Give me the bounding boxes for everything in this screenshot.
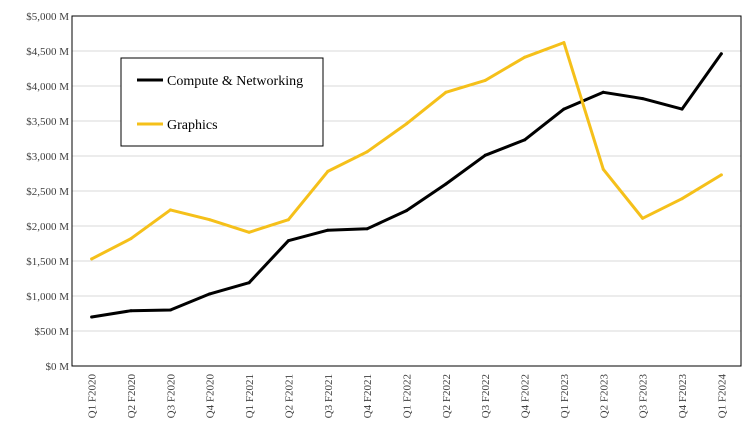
data-point-compute-networking (601, 90, 605, 94)
x-tick-label: Q1 F2024 (716, 374, 728, 419)
y-tick-label: $2,500 M (26, 186, 69, 198)
data-point-graphics (326, 169, 330, 173)
x-tick-label: Q4 F2022 (520, 374, 532, 418)
data-point-graphics (680, 197, 684, 201)
data-point-graphics (247, 230, 251, 234)
x-tick-label: Q1 F2021 (244, 374, 256, 418)
legend-box (120, 57, 324, 147)
x-tick-label: Q3 F2023 (638, 374, 650, 419)
data-point-graphics (208, 218, 212, 222)
data-point-graphics (444, 90, 448, 94)
x-tick-label: Q3 F2021 (323, 374, 335, 418)
legend-label-compute-networking: Compute & Networking (167, 74, 303, 89)
y-tick-label: $500 M (34, 326, 69, 338)
data-point-compute-networking (129, 309, 133, 313)
x-tick-label: Q2 F2021 (283, 374, 295, 418)
data-point-compute-networking (483, 153, 487, 157)
data-point-compute-networking (365, 227, 369, 231)
series-lines (90, 41, 723, 319)
data-point-compute-networking (208, 292, 212, 296)
data-point-compute-networking (719, 52, 723, 56)
data-point-graphics (601, 167, 605, 171)
x-tick-label: Q2 F2023 (598, 374, 610, 419)
y-tick-label: $1,000 M (26, 291, 69, 303)
data-point-graphics (719, 173, 723, 177)
y-tick-label: $2,000 M (26, 221, 69, 233)
data-point-graphics (405, 122, 408, 126)
data-point-graphics (365, 150, 369, 154)
data-point-compute-networking (405, 209, 408, 213)
x-tick-label: Q1 F2020 (87, 374, 99, 419)
x-tick-label: Q1 F2022 (402, 374, 414, 418)
data-point-compute-networking (523, 138, 527, 142)
data-point-compute-networking (444, 182, 448, 186)
data-point-graphics (483, 78, 487, 82)
y-tick-label: $3,500 M (26, 116, 69, 128)
y-tick-label: $3,000 M (26, 151, 69, 163)
x-tick-label: Q3 F2022 (480, 374, 492, 418)
x-tick-label: Q3 F2020 (165, 374, 177, 419)
data-point-graphics (90, 257, 94, 261)
data-point-graphics (286, 218, 290, 222)
data-point-graphics (641, 216, 645, 220)
data-point-graphics (129, 237, 133, 241)
data-point-compute-networking (286, 239, 290, 243)
x-tick-label: Q4 F2023 (677, 374, 689, 419)
data-point-graphics (562, 41, 566, 45)
data-point-compute-networking (90, 315, 94, 319)
x-tick-label: Q1 F2023 (559, 374, 571, 419)
data-point-compute-networking (641, 97, 645, 101)
data-point-compute-networking (326, 228, 330, 232)
y-tick-label: $5,000 M (26, 11, 69, 23)
data-point-compute-networking (168, 308, 172, 312)
x-tick-label: Q4 F2020 (205, 374, 217, 419)
y-tick-label: $4,500 M (26, 46, 69, 58)
plot-border (71, 15, 742, 367)
x-tick-label: Q2 F2022 (441, 374, 453, 418)
x-axis: Q1 F2020 Q2 F2020 Q3 F2020 Q4 F2020 Q1 F2021… (87, 374, 729, 419)
x-tick-label: Q2 F2020 (126, 374, 138, 419)
data-point-graphics (523, 55, 527, 59)
data-point-compute-networking (247, 281, 251, 285)
legend: Compute & Networking Graphics (120, 57, 324, 147)
y-tick-label: $1,500 M (26, 256, 69, 268)
data-point-graphics (168, 208, 172, 212)
data-point-compute-networking (562, 107, 566, 111)
y-tick-label: $4,000 M (26, 81, 69, 93)
legend-label-graphics: Graphics (167, 118, 218, 133)
data-point-compute-networking (680, 107, 684, 111)
y-tick-label: $0 M (45, 361, 69, 373)
x-tick-label: Q4 F2021 (362, 374, 374, 418)
y-axis: $0 M $500 M $1,000 M $1,500 M $2,000 M $2,500… (26, 11, 69, 373)
